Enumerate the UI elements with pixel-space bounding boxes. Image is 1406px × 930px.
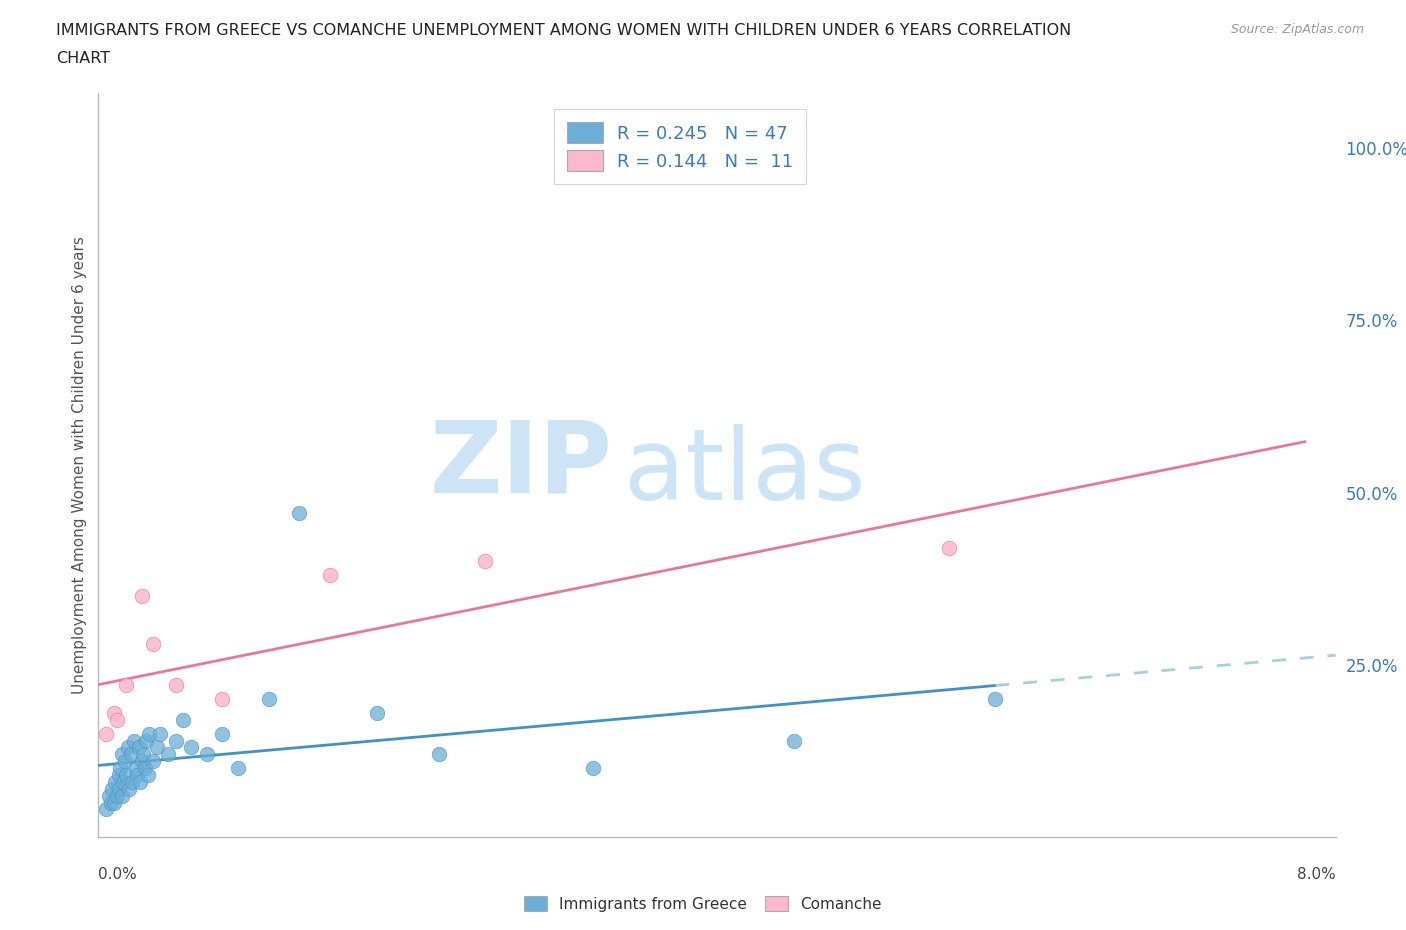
Text: CHART: CHART xyxy=(56,51,110,66)
Point xyxy=(195,747,218,762)
Point xyxy=(112,775,135,790)
Point xyxy=(104,775,127,790)
Point xyxy=(121,775,143,790)
Point xyxy=(107,767,129,782)
Point xyxy=(122,733,145,748)
Point xyxy=(226,761,249,776)
Text: atlas: atlas xyxy=(624,424,866,521)
Point xyxy=(103,706,125,721)
Point xyxy=(319,568,342,583)
Point xyxy=(938,540,960,555)
Point xyxy=(180,740,202,755)
Point xyxy=(111,789,134,804)
Point xyxy=(108,761,131,776)
Point xyxy=(118,781,141,796)
Legend: R = 0.245   N = 47, R = 0.144   N =  11: R = 0.245 N = 47, R = 0.144 N = 11 xyxy=(554,110,806,184)
Point xyxy=(111,747,134,762)
Point xyxy=(257,692,280,707)
Point xyxy=(117,740,139,755)
Text: 8.0%: 8.0% xyxy=(1296,867,1336,882)
Point xyxy=(288,506,311,521)
Point xyxy=(107,781,129,796)
Point xyxy=(984,692,1007,707)
Point xyxy=(129,775,152,790)
Point xyxy=(141,754,165,769)
Point xyxy=(105,789,128,804)
Point xyxy=(105,712,128,727)
Text: 0.0%: 0.0% xyxy=(98,867,138,882)
Text: ZIP: ZIP xyxy=(429,417,612,513)
Point xyxy=(100,795,122,810)
Point xyxy=(128,740,150,755)
Point xyxy=(114,754,136,769)
Legend: Immigrants from Greece, Comanche: Immigrants from Greece, Comanche xyxy=(517,890,889,918)
Point xyxy=(101,781,124,796)
Point xyxy=(582,761,605,776)
Point xyxy=(211,726,233,741)
Point xyxy=(366,706,388,721)
Point xyxy=(427,747,450,762)
Point xyxy=(157,747,180,762)
Point xyxy=(165,678,187,693)
Point xyxy=(211,692,233,707)
Point xyxy=(115,678,138,693)
Point xyxy=(98,789,121,804)
Point xyxy=(138,726,160,741)
Point xyxy=(131,754,153,769)
Point xyxy=(115,767,138,782)
Point xyxy=(132,747,155,762)
Point xyxy=(103,795,125,810)
Text: IMMIGRANTS FROM GREECE VS COMANCHE UNEMPLOYMENT AMONG WOMEN WITH CHILDREN UNDER : IMMIGRANTS FROM GREECE VS COMANCHE UNEMP… xyxy=(56,23,1071,38)
Text: Source: ZipAtlas.com: Source: ZipAtlas.com xyxy=(1230,23,1364,36)
Point xyxy=(474,554,496,569)
Point xyxy=(134,761,156,776)
Y-axis label: Unemployment Among Women with Children Under 6 years: Unemployment Among Women with Children U… xyxy=(72,236,87,694)
Point xyxy=(149,726,172,741)
Point xyxy=(120,747,142,762)
Point xyxy=(96,802,118,817)
Point xyxy=(783,733,806,748)
Point xyxy=(135,733,157,748)
Point xyxy=(124,761,146,776)
Point xyxy=(96,726,118,741)
Point xyxy=(127,767,149,782)
Point xyxy=(141,637,165,652)
Point xyxy=(146,740,169,755)
Point xyxy=(165,733,187,748)
Point xyxy=(173,712,195,727)
Point xyxy=(136,767,159,782)
Point xyxy=(131,589,153,604)
